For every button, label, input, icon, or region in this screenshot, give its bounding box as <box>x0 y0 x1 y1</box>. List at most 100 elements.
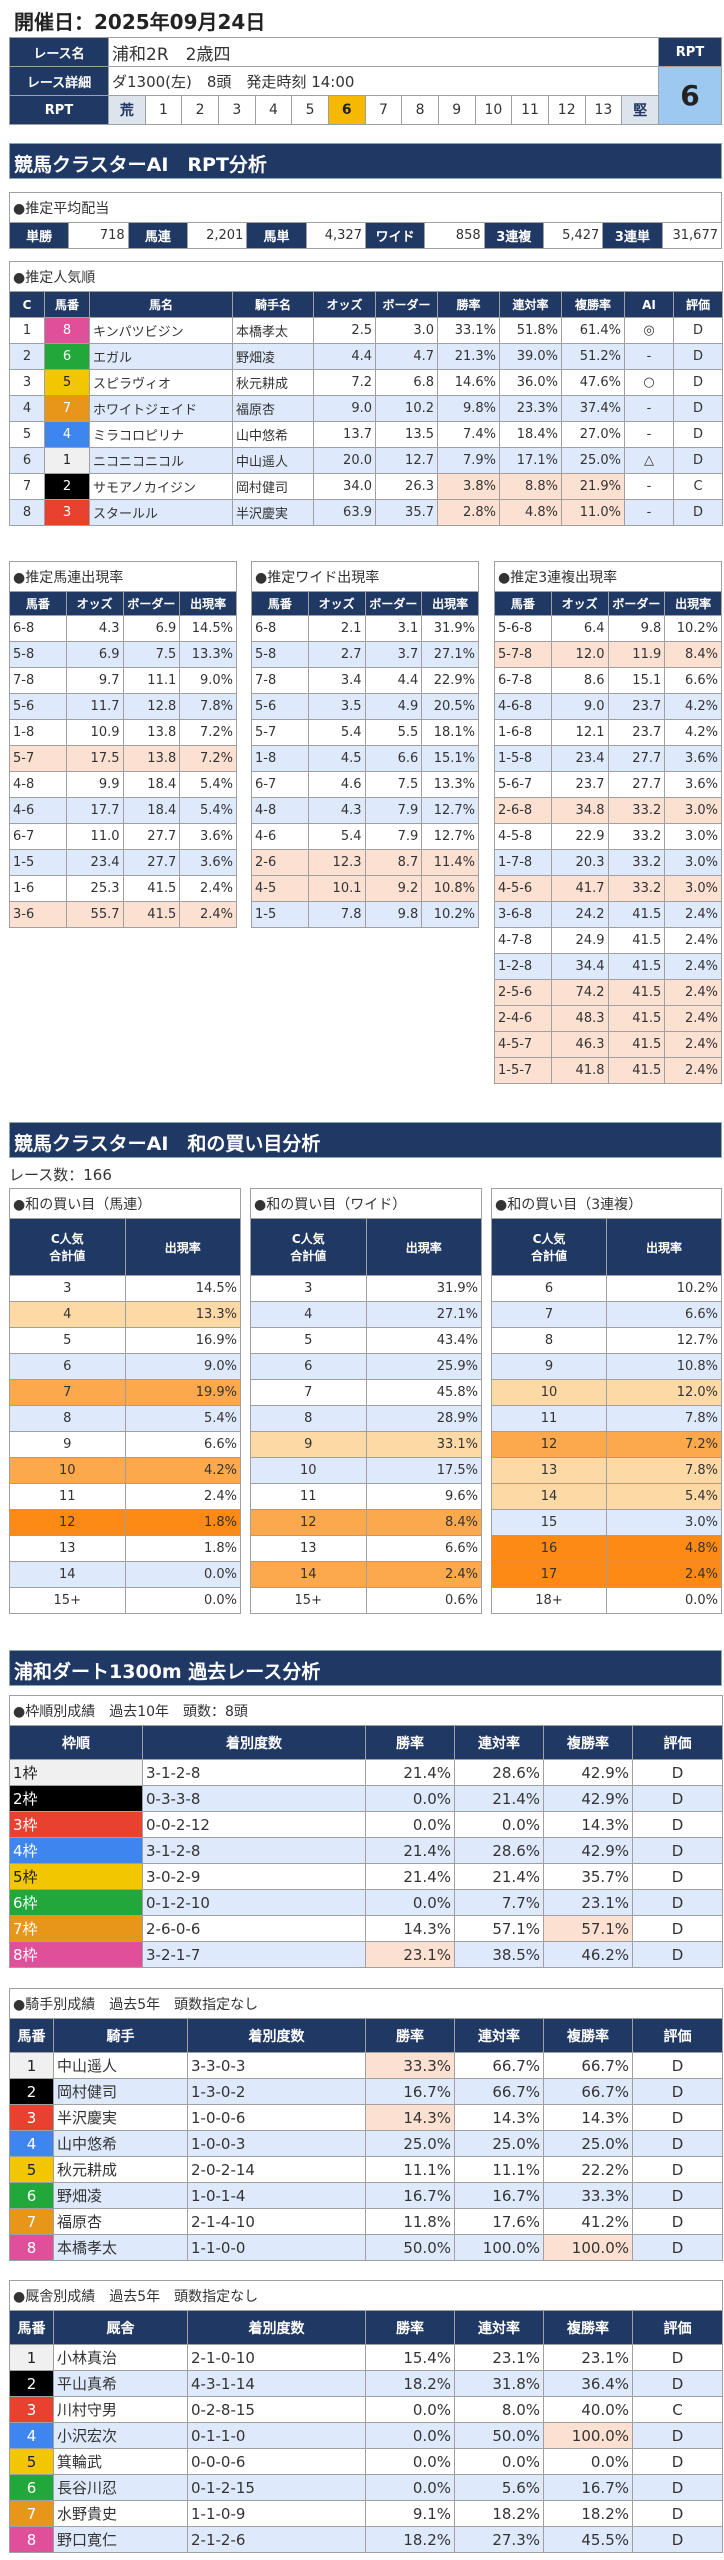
header-line: C人気 <box>50 1232 84 1246</box>
rate: 4.2% <box>664 693 722 720</box>
column-header: 馬番 <box>494 591 552 616</box>
horse-number: 1 <box>9 2052 54 2079</box>
horse-name[interactable]: ミラコロピリナ <box>89 421 233 448</box>
sum-trio-table: ●和の買い目（3連複） C人気 合計値 出現率 6 10.2% 7 6.6% 8 12.7% 9 10… <box>491 1188 722 1614</box>
ai-mark: ○ <box>624 369 674 396</box>
border: 41.5 <box>122 901 181 928</box>
stat-cell: 1-3-0-2 <box>187 2078 366 2105</box>
odds: 7.2 <box>313 369 376 396</box>
scale-cell-7: 7 <box>364 95 403 125</box>
rank: 4 <box>9 395 45 422</box>
table-row: 1-5-7 41.8 41.5 2.4% <box>494 1057 722 1084</box>
stat-cell: 16.7% <box>543 2474 633 2501</box>
popularity-sum: 18+ <box>491 1587 607 1614</box>
table-row: 5 秋元耕成 2-0-2-14 11.1% 11.1% 22.2% D <box>9 2156 724 2183</box>
table-row: 9 10.8% <box>491 1353 722 1380</box>
rate: 20.5% <box>421 693 479 720</box>
place-rate: 37.4% <box>561 395 625 422</box>
stat-cell: 岡村健司 <box>53 2078 188 2105</box>
grade: D <box>672 447 724 474</box>
appearance-rate: 7.2% <box>606 1431 722 1458</box>
stat-cell: 1-1-0-0 <box>187 2234 366 2261</box>
combination: 5-6-8 <box>494 615 552 642</box>
stat-cell: 0-1-2-15 <box>187 2474 366 2501</box>
combination: 5-7 <box>9 745 67 772</box>
popularity-sum: 11 <box>9 1483 126 1510</box>
appearance-rate: 13.3% <box>124 1301 241 1328</box>
border: 41.5 <box>607 927 666 954</box>
stat-cell: 25.0% <box>543 2130 633 2157</box>
popularity-sum: 8 <box>250 1405 367 1432</box>
border: 6.8 <box>375 369 438 396</box>
section-title-past-races: 浦和ダート1300m 過去レース分析 <box>9 1650 722 1686</box>
sum-header: C人気 合計値 出現率 <box>9 1218 241 1276</box>
odds: 34.4 <box>550 953 609 980</box>
combination: 4-7-8 <box>494 927 552 954</box>
horse-name[interactable]: スタールル <box>89 499 233 526</box>
popularity-sum: 14 <box>9 1561 126 1588</box>
appearance-rate: 6.6% <box>124 1431 241 1458</box>
rate: 10.2% <box>664 615 722 642</box>
stat-cell: 3-1-2-8 <box>142 1759 366 1786</box>
payout-value: 858 <box>424 222 485 249</box>
sum-table-title: ●和の買い目（3連複） <box>491 1188 722 1219</box>
stat-cell: D <box>631 2208 724 2235</box>
border: 7.5 <box>364 771 423 798</box>
horse-name[interactable]: キンパツビジン <box>89 317 233 344</box>
stat-cell: D <box>631 2344 724 2371</box>
column-header: 連対率 <box>454 2310 544 2345</box>
stat-cell: 14.3% <box>543 1811 633 1838</box>
table-row: 16 4.8% <box>491 1535 722 1562</box>
horse-name[interactable]: ホワイトジェイド <box>89 395 233 422</box>
stat-cell: 25.0% <box>454 2130 544 2157</box>
odds: 10.9 <box>65 719 124 746</box>
scale-cell-2: 2 <box>181 95 219 125</box>
table-row: 1 8 キンパツビジン 本橋孝太 2.5 3.0 33.1% 51.8% 61.4% ◎ D <box>9 317 724 344</box>
stat-cell: 0.0% <box>365 2396 455 2423</box>
table-row: 4-6 5.4 7.9 12.7% <box>251 823 479 850</box>
stat-cell: 57.1% <box>543 1915 633 1942</box>
combination: 6-7 <box>251 771 309 798</box>
column-header: 連対率 <box>499 291 562 318</box>
stat-cell: 0.0% <box>365 1889 455 1916</box>
horse-name[interactable]: エガル <box>89 343 233 370</box>
stat-cell: D <box>631 2500 724 2527</box>
column-header: 勝率 <box>437 291 500 318</box>
border: 35.7 <box>375 499 438 526</box>
scale-cell-8: 8 <box>401 95 439 125</box>
rate-table-title: ●推定ワイド出現率 <box>251 561 479 592</box>
popularity-sum: 10 <box>250 1457 367 1484</box>
rate: 3.6% <box>664 745 722 772</box>
stat-cell: 46.2% <box>543 1941 633 1968</box>
table-row: 4 山中悠希 1-0-0-3 25.0% 25.0% 25.0% D <box>9 2130 724 2157</box>
stat-cell: 野畑凌 <box>53 2182 188 2209</box>
horse-number: 6 <box>9 2182 54 2209</box>
appearance-rate: 5.4% <box>606 1483 722 1510</box>
border: 41.5 <box>607 901 666 928</box>
scale-volatile: 荒 <box>108 95 146 125</box>
table-row: 3 31.9% <box>250 1275 482 1302</box>
popularity-sum: 17 <box>491 1561 607 1588</box>
odds: 23.4 <box>65 849 124 876</box>
stat-cell: D <box>631 1941 724 1968</box>
stat-cell: 14.3% <box>365 2104 455 2131</box>
odds: 5.4 <box>307 823 366 850</box>
popularity-sum: 3 <box>9 1275 126 1302</box>
border: 33.2 <box>607 849 666 876</box>
table-row: 4-6 17.7 18.4 5.4% <box>9 797 237 824</box>
appearance-rate: 5.4% <box>124 1405 241 1432</box>
table-row: 4-8 9.9 18.4 5.4% <box>9 771 237 798</box>
horse-name[interactable]: ニコニコニコル <box>89 447 233 474</box>
column-header: オッズ <box>307 591 366 616</box>
stat-cell: 38.5% <box>454 1941 544 1968</box>
table-row: 2-4-6 48.3 41.5 2.4% <box>494 1005 722 1032</box>
border: 9.8 <box>364 901 423 928</box>
column-header: 騎手名 <box>232 291 314 318</box>
column-header: 複勝率 <box>561 291 625 318</box>
stat-cell: 半沢慶実 <box>53 2104 188 2131</box>
combination: 1-5 <box>9 849 67 876</box>
table-row: 6 10.2% <box>491 1275 722 1302</box>
horse-name[interactable]: スピラヴィオ <box>89 369 233 396</box>
horse-name[interactable]: サモアノカイジン <box>89 473 233 500</box>
jockey-name: 山中悠希 <box>232 421 314 448</box>
